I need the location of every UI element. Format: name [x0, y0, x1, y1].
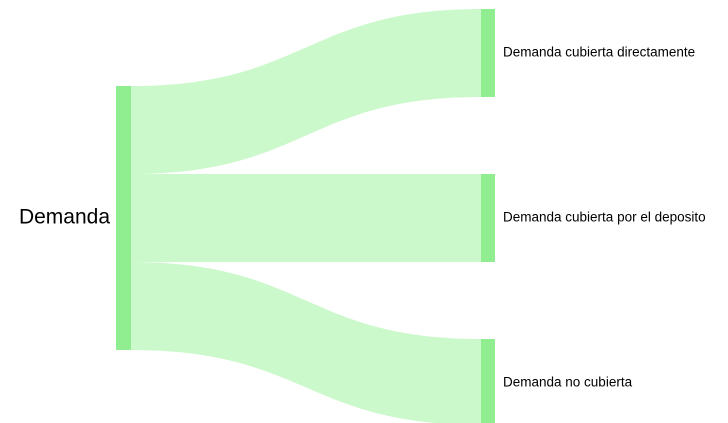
target-label-deposit: Demanda cubierta por el deposito	[503, 210, 706, 225]
source-label: Demanda	[19, 206, 110, 229]
node-cubierta-deposito	[481, 174, 495, 262]
target-label-uncovered: Demanda no cubierta	[503, 375, 633, 390]
flow-link-deposit	[131, 174, 481, 262]
node-cubierta-directamente	[481, 9, 495, 97]
node-no-cubierta	[481, 339, 495, 423]
flow-link-direct	[131, 9, 481, 174]
flow-link-uncovered	[131, 262, 481, 423]
target-label-direct: Demanda cubierta directamente	[503, 45, 695, 60]
node-demanda	[116, 86, 131, 350]
